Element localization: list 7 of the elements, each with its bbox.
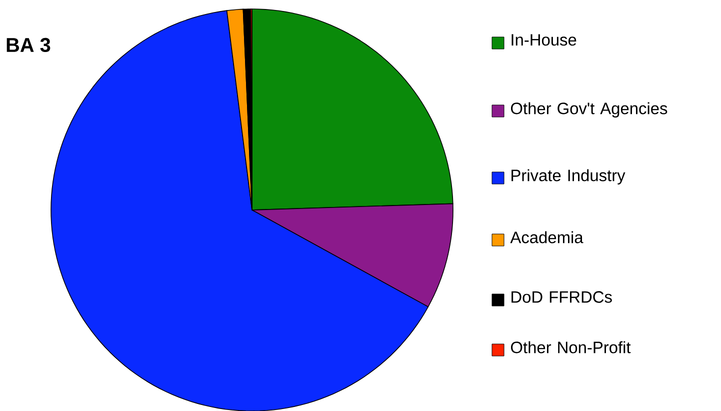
- legend-label: Private Industry: [512, 169, 626, 184]
- legend-label: Other Non-Profit: [510, 341, 631, 354]
- legend-label: Other Gov't Agencies: [510, 102, 668, 118]
- legend-label: Academia: [510, 231, 584, 244]
- text: BA 3: [6, 38, 50, 52]
- legend-label: DoD FFRDCs: [512, 291, 612, 303]
- legend-label: In-House: [512, 34, 576, 46]
